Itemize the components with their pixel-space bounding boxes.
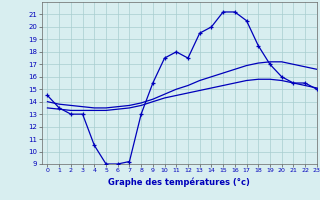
X-axis label: Graphe des températures (°c): Graphe des températures (°c) (108, 177, 250, 187)
